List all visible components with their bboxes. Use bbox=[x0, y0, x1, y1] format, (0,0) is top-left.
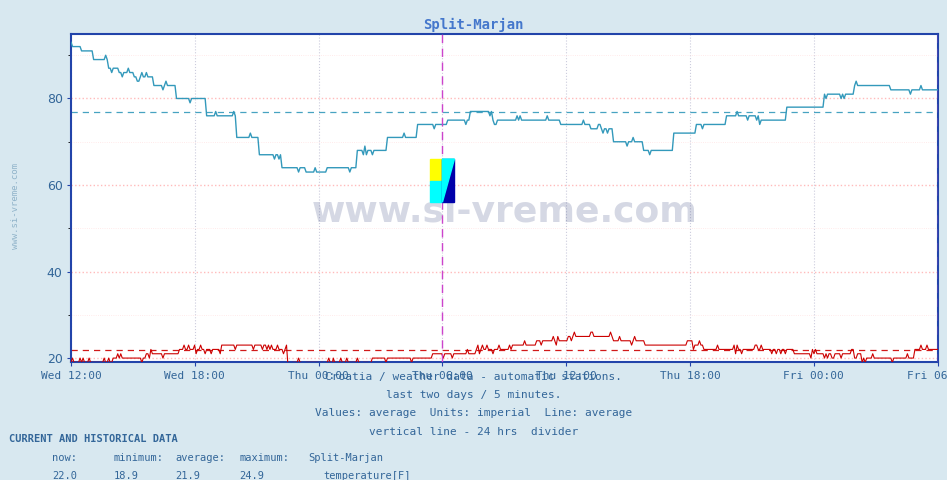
Text: Values: average  Units: imperial  Line: average: Values: average Units: imperial Line: av… bbox=[314, 408, 633, 419]
Text: www.si-vreme.com: www.si-vreme.com bbox=[11, 163, 21, 250]
Text: 21.9: 21.9 bbox=[175, 471, 200, 480]
Text: 22.0: 22.0 bbox=[52, 471, 77, 480]
Polygon shape bbox=[442, 159, 455, 203]
Text: www.si-vreme.com: www.si-vreme.com bbox=[312, 194, 697, 228]
Text: Split-Marjan: Split-Marjan bbox=[308, 453, 383, 463]
Text: Croatia / weather data - automatic stations.: Croatia / weather data - automatic stati… bbox=[325, 372, 622, 382]
Text: average:: average: bbox=[175, 453, 225, 463]
Text: 18.9: 18.9 bbox=[114, 471, 138, 480]
Text: last two days / 5 minutes.: last two days / 5 minutes. bbox=[385, 390, 562, 400]
Text: Split-Marjan: Split-Marjan bbox=[423, 18, 524, 32]
Text: now:: now: bbox=[52, 453, 77, 463]
Text: 24.9: 24.9 bbox=[240, 471, 264, 480]
Text: CURRENT AND HISTORICAL DATA: CURRENT AND HISTORICAL DATA bbox=[9, 434, 178, 444]
Polygon shape bbox=[442, 159, 455, 203]
Text: maximum:: maximum: bbox=[240, 453, 290, 463]
Text: temperature[F]: temperature[F] bbox=[324, 471, 411, 480]
Text: minimum:: minimum: bbox=[114, 453, 164, 463]
Text: vertical line - 24 hrs  divider: vertical line - 24 hrs divider bbox=[369, 427, 578, 437]
Bar bbox=[430, 180, 442, 203]
Bar bbox=[430, 159, 442, 180]
